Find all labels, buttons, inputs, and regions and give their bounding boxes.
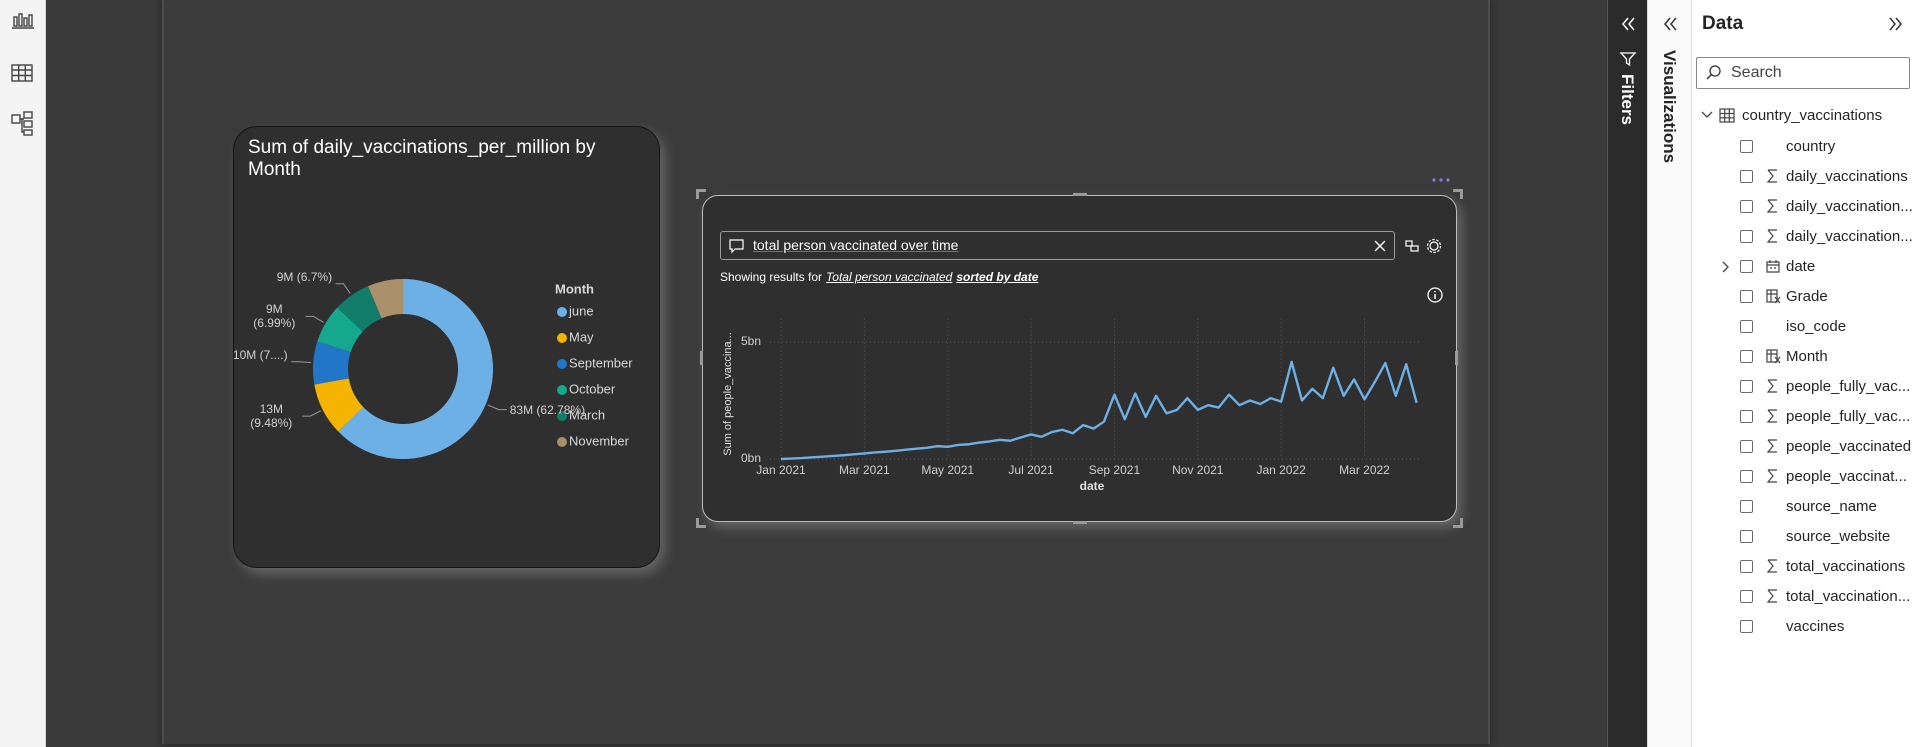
field-checkbox[interactable] [1740,590,1753,603]
expand-icon[interactable] [1618,14,1638,34]
field-icon [1766,229,1777,243]
field-icon [1766,289,1781,304]
field-checkbox[interactable] [1740,140,1753,153]
field-name[interactable]: people_fully_vac... [1786,407,1911,425]
field-icon [1766,260,1780,273]
icon-shape [1766,589,1777,603]
icon-shape [1766,289,1781,304]
field-name[interactable]: people_fully_vac... [1786,377,1911,395]
field-name[interactable]: total_vaccinations [1786,557,1906,575]
qna-restatement: Showing results for Total person vaccinat… [720,270,1042,284]
field-checkbox[interactable] [1740,350,1753,363]
left-nav [0,0,46,747]
pane-title: Data [1702,13,1744,34]
icon-shape [1766,379,1777,393]
table-icon[interactable] [11,64,33,82]
field-name[interactable]: Month [1786,347,1828,365]
field-checkbox[interactable] [1740,440,1753,453]
restatement-sort[interactable]: sorted by date [956,270,1039,284]
field-name[interactable]: country [1786,137,1836,155]
field-icon [1766,169,1777,183]
qna-input[interactable] [720,231,1395,260]
chevron [1722,261,1729,272]
table-icons[interactable] [1700,107,1740,125]
visualizations-pane[interactable]: Visualizations [1647,0,1691,747]
field-checkbox[interactable] [1740,380,1753,393]
nav-icons [11,13,34,136]
icon-shape [1766,199,1777,213]
icon-shape [1766,469,1777,483]
restatement-phrase[interactable]: Total person vaccinated [826,270,953,284]
field-checkbox[interactable] [1740,470,1753,483]
icon-shape [1766,169,1777,183]
visualizations-label[interactable]: Visualizations [1660,50,1679,164]
field-icon [1766,349,1781,364]
data-pane [1691,0,1914,747]
field-icon [1766,559,1777,573]
search-box[interactable] [1696,57,1910,89]
field-name[interactable]: source_name [1786,497,1877,515]
expand-chevron[interactable] [1720,260,1732,274]
field-icon [1766,589,1777,603]
table-name[interactable]: country_vaccinations [1742,107,1883,124]
qna-query[interactable]: total person vaccinated over time [753,237,959,253]
donut-card[interactable] [233,126,660,568]
field-name[interactable]: daily_vaccination... [1786,227,1913,245]
field-icon [1766,409,1777,423]
field-checkbox[interactable] [1740,230,1753,243]
field-name[interactable]: date [1786,257,1816,275]
field-icon [1766,439,1777,453]
field-icon [1766,199,1777,213]
field-name[interactable]: iso_code [1786,317,1847,335]
field-name[interactable]: daily_vaccination... [1786,197,1913,215]
comment-icon [729,239,744,254]
icon-shape [1766,439,1777,453]
field-name[interactable]: vaccines [1786,617,1845,635]
field-checkbox[interactable] [1740,620,1753,633]
field-checkbox[interactable] [1740,260,1753,273]
filters-pane[interactable]: Filters [1607,0,1647,747]
field-name[interactable]: source_website [1786,527,1891,545]
icon-shape [1766,349,1781,364]
field-checkbox[interactable] [1740,500,1753,513]
field-checkbox[interactable] [1740,290,1753,303]
filter-icon [1619,52,1637,67]
field-checkbox[interactable] [1740,410,1753,423]
field-name[interactable]: daily_vaccinations [1786,167,1908,185]
field-icon [1766,379,1777,393]
field-name[interactable]: people_vaccinat... [1786,467,1907,485]
restatement-prefix: Showing results for [720,270,823,284]
report-icon[interactable] [12,13,34,29]
expand-icon[interactable] [1660,14,1680,34]
clear-icon[interactable] [1372,238,1388,254]
field-checkbox[interactable] [1740,170,1753,183]
field-checkbox[interactable] [1740,320,1753,333]
info-icon[interactable] [1426,286,1444,304]
chart-title: Sum of daily_vaccinations_per_million by… [248,137,596,180]
qna-tools[interactable] [1403,237,1443,255]
field-checkbox[interactable] [1740,530,1753,543]
icon-shape [1766,229,1777,243]
more-options[interactable] [1430,174,1454,186]
search-icon [1706,65,1721,80]
icon-shape [1766,559,1777,573]
field-name[interactable]: total_vaccination... [1786,587,1911,605]
icon-shape [1766,409,1777,423]
model-icon[interactable] [11,111,33,136]
field-checkbox[interactable] [1740,560,1753,573]
selection-handles[interactable] [696,189,1464,529]
field-name[interactable]: people_vaccinated [1786,437,1912,455]
search-placeholder[interactable]: Search [1731,64,1782,81]
field-checkbox[interactable] [1740,200,1753,213]
field-icon [1766,469,1777,483]
icon-shape [1766,260,1780,273]
field-name[interactable]: Grade [1786,287,1828,305]
filters-label[interactable]: Filters [1618,74,1637,126]
collapse-icon[interactable] [1886,14,1906,34]
